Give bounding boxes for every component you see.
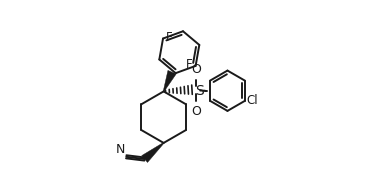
Polygon shape <box>163 70 176 92</box>
Text: S: S <box>195 84 204 98</box>
Text: O: O <box>191 105 201 118</box>
Text: F: F <box>186 58 193 71</box>
Text: N: N <box>116 143 125 156</box>
Polygon shape <box>142 143 164 162</box>
Text: F: F <box>166 31 172 44</box>
Text: O: O <box>191 63 201 76</box>
Text: Cl: Cl <box>247 94 258 107</box>
